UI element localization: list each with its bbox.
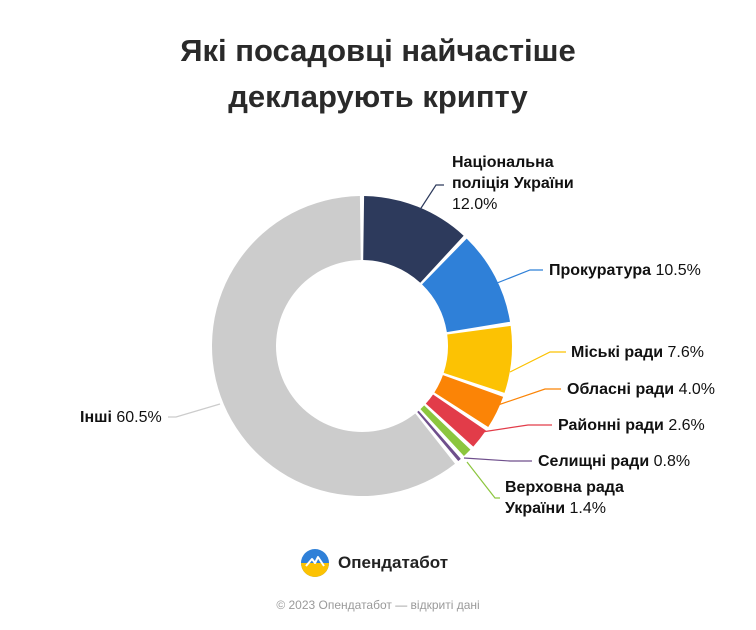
leader-line-city	[509, 351, 566, 373]
label-other-value: 60.5%	[116, 409, 162, 426]
leader-line-raion	[481, 424, 552, 433]
brand-name: Опендатабот	[338, 553, 449, 572]
label-prosecutor-value: 10.5%	[655, 262, 701, 279]
donut-slices	[212, 196, 512, 496]
label-rada-name-2: України	[505, 500, 566, 517]
label-oblast-value: 4.0%	[678, 381, 716, 398]
donut-slice-3	[434, 375, 504, 428]
leader-line-oblast	[494, 388, 561, 407]
donut-slice-1	[422, 238, 511, 333]
footer-copyright: © 2023 Опендатабот — відкриті дані	[276, 598, 480, 612]
label-police: Національна поліція України 12.0%	[452, 152, 574, 215]
label-rada-value: 1.4%	[569, 500, 606, 517]
label-oblast-name: Обласні ради	[567, 381, 675, 398]
label-other: Інші 60.5%	[80, 407, 162, 428]
label-police-value: 12.0%	[452, 196, 498, 213]
chart-title: Які посадовці найчастіше декларують крип…	[0, 28, 756, 120]
brand: Опендатабот	[300, 548, 448, 578]
label-oblast: Обласні ради 4.0%	[567, 379, 715, 400]
leader-line-rada	[466, 461, 500, 499]
donut-slice-0	[363, 196, 464, 283]
label-other-name: Інші	[80, 409, 112, 426]
leader-line-other	[168, 403, 221, 418]
donut-slice-4	[425, 394, 486, 447]
label-rada-name-1: Верховна рада	[505, 479, 624, 496]
donut-slice-7	[212, 196, 455, 496]
label-raion: Районні ради 2.6%	[558, 415, 705, 436]
leader-lines	[168, 184, 566, 499]
label-rada: Верховна рада України 1.4%	[505, 477, 624, 519]
label-police-name-1: Національна	[452, 154, 554, 171]
chart-title-line-1: Які посадовці найчастіше	[180, 33, 576, 68]
label-selysh-name: Селищні ради	[538, 453, 650, 470]
leader-line-prosecutor	[491, 269, 543, 286]
label-selysh-value: 0.8%	[653, 453, 691, 470]
label-selysh: Селищні ради 0.8%	[538, 451, 690, 472]
label-prosecutor-name: Прокуратура	[549, 262, 652, 279]
donut-slice-5	[420, 405, 471, 457]
chart-title-line-2: декларують крипту	[228, 79, 528, 114]
donut-slice-2	[443, 325, 512, 393]
label-city: Міські ради 7.6%	[571, 342, 704, 363]
label-city-value: 7.6%	[667, 344, 704, 361]
label-prosecutor: Прокуратура 10.5%	[549, 260, 701, 281]
label-raion-value: 2.6%	[668, 417, 705, 434]
label-police-name-2: поліція України	[452, 175, 574, 192]
donut-slice-6	[417, 410, 461, 462]
label-raion-name: Районні ради	[558, 417, 664, 434]
leader-line-selysh	[463, 457, 532, 462]
leader-line-police	[411, 184, 444, 223]
label-city-name: Міські ради	[571, 344, 664, 361]
opendatabot-logo-icon	[301, 549, 329, 577]
